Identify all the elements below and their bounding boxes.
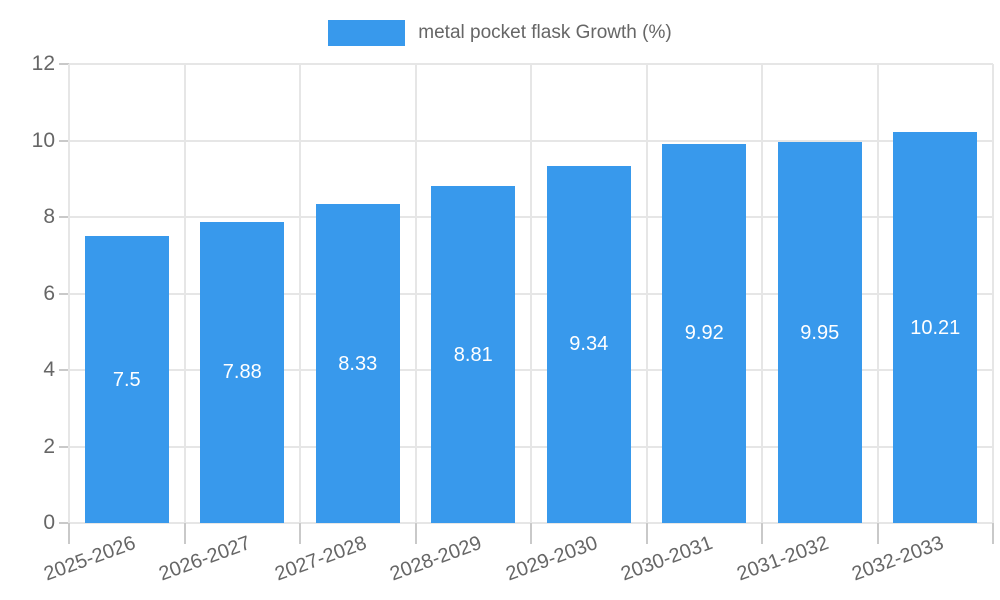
x-tick — [299, 523, 301, 544]
x-gridline — [761, 64, 763, 523]
y-axis-tick-label: 0 — [43, 511, 55, 534]
x-tick — [992, 523, 994, 544]
y-axis-tick-label: 4 — [43, 358, 55, 381]
x-gridline — [876, 64, 879, 523]
y-axis-tick-label: 12 — [31, 52, 55, 75]
x-gridline — [68, 64, 70, 523]
bar[interactable] — [893, 132, 978, 523]
y-axis-tick-label: 10 — [31, 128, 55, 152]
bar[interactable] — [84, 236, 169, 523]
bar[interactable] — [431, 186, 516, 523]
x-tick — [530, 523, 532, 544]
x-tick — [183, 523, 186, 544]
x-tick — [68, 523, 70, 544]
bar[interactable] — [777, 142, 862, 523]
legend-label: metal pocket flask Growth (%) — [418, 22, 672, 43]
y-axis-tick-label: 6 — [43, 281, 55, 305]
y-tick — [59, 139, 69, 142]
x-tick — [645, 523, 648, 544]
y-axis-tick-label: 2 — [43, 434, 55, 458]
x-tick — [876, 523, 879, 544]
chart-legend[interactable]: metal pocket flask Growth (%) — [0, 19, 1000, 47]
x-gridline — [299, 64, 301, 523]
x-gridline — [530, 64, 532, 523]
y-tick — [59, 216, 69, 218]
bar[interactable] — [662, 143, 747, 523]
bar[interactable] — [315, 204, 400, 523]
y-tick — [59, 63, 69, 65]
bar[interactable] — [546, 165, 631, 523]
x-gridline — [645, 64, 648, 523]
x-gridline — [414, 64, 417, 523]
x-gridline — [183, 64, 186, 523]
x-tick — [761, 523, 763, 544]
y-tick — [59, 522, 69, 524]
x-tick — [414, 523, 417, 544]
x-gridline — [992, 64, 994, 523]
y-axis-tick-label: 8 — [43, 205, 55, 228]
bar[interactable] — [200, 221, 285, 523]
legend-swatch[interactable] — [328, 20, 406, 46]
y-tick — [59, 369, 69, 371]
y-tick — [59, 445, 69, 448]
plot-area: 0 2 4 6 8 10 12 7.5 2025-2026 7.88 2026-2027 8.33 20… — [32, 52, 994, 585]
y-tick — [59, 292, 69, 295]
